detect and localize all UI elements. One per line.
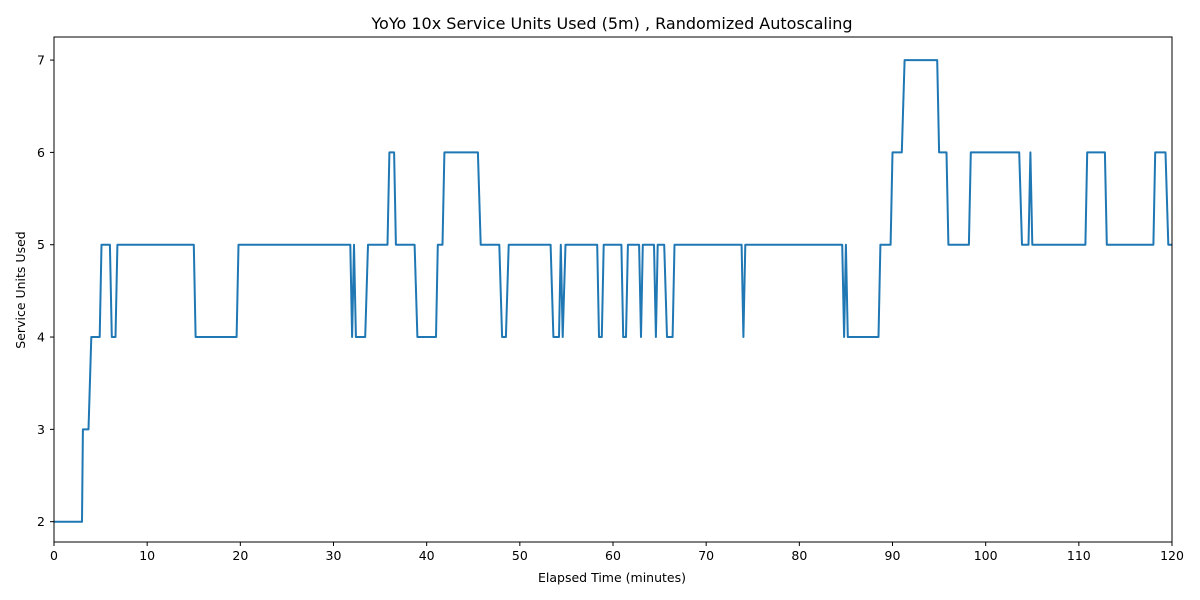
y-tick-label: 3 (37, 422, 45, 437)
x-tick-label: 110 (1067, 548, 1091, 563)
x-tick-label: 40 (419, 548, 435, 563)
y-tick-label: 6 (37, 145, 45, 160)
x-tick-label: 0 (50, 548, 58, 563)
x-tick-label: 90 (885, 548, 901, 563)
x-tick-label: 60 (605, 548, 621, 563)
y-tick-label: 5 (37, 237, 45, 252)
x-axis: 0 10 20 30 40 50 60 70 80 90 100 110 120 (50, 542, 1184, 563)
x-tick-label: 20 (232, 548, 248, 563)
y-tick-label: 4 (37, 330, 45, 345)
x-tick-label: 120 (1160, 548, 1184, 563)
y-axis-label: Service Units Used (13, 231, 28, 348)
x-tick-label: 30 (326, 548, 342, 563)
x-tick-label: 100 (974, 548, 998, 563)
chart-title: YoYo 10x Service Units Used (5m) , Rando… (370, 14, 852, 33)
y-tick-label: 2 (37, 514, 45, 529)
plot-frame (53, 36, 1173, 543)
y-axis: 2 3 4 5 6 7 (37, 53, 54, 529)
series-line (54, 59, 1172, 523)
x-tick-label: 80 (791, 548, 807, 563)
x-tick-label: 10 (139, 548, 155, 563)
y-tick-label: 7 (37, 53, 45, 68)
x-tick-label: 50 (512, 548, 528, 563)
x-tick-label: 70 (698, 548, 714, 563)
x-axis-label: Elapsed Time (minutes) (538, 570, 686, 585)
plot-area (54, 59, 1172, 523)
